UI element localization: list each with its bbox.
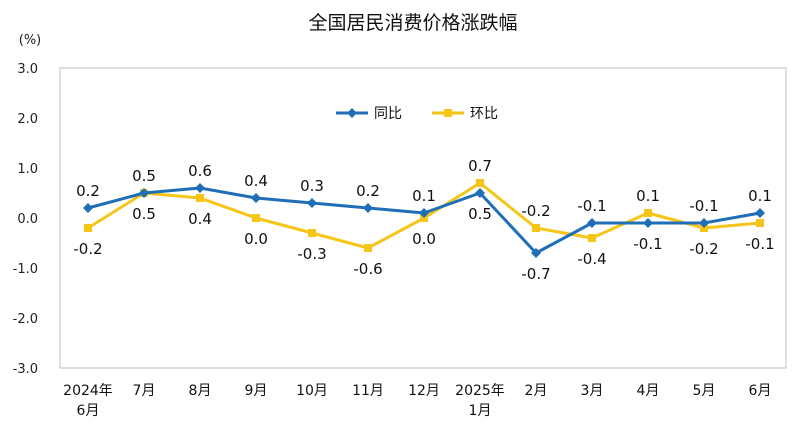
data-point xyxy=(307,198,317,208)
legend-marker xyxy=(347,108,357,118)
y-tick-label: 0.0 xyxy=(17,212,38,227)
data-point xyxy=(83,203,93,213)
x-tick-label: 6月 xyxy=(77,403,100,419)
x-tick-label: 2024年 xyxy=(63,383,113,399)
y-tick-label: 2.0 xyxy=(17,112,38,127)
data-label: -0.2 xyxy=(521,202,550,220)
data-point xyxy=(699,218,709,228)
data-label: 0.6 xyxy=(188,162,212,180)
y-tick-label: 3.0 xyxy=(17,62,38,77)
data-point xyxy=(532,224,540,232)
data-point xyxy=(588,234,596,242)
data-label: -0.1 xyxy=(577,197,606,215)
data-point xyxy=(419,208,429,218)
data-point xyxy=(251,193,261,203)
x-tick-label: 10月 xyxy=(296,383,328,399)
y-tick-label: -2.0 xyxy=(13,312,38,327)
data-point xyxy=(644,209,652,217)
data-label: -0.3 xyxy=(297,245,326,263)
data-point xyxy=(84,224,92,232)
legend-marker xyxy=(444,109,452,117)
legend-label: 同比 xyxy=(374,106,402,122)
x-tick-label: 9月 xyxy=(245,383,268,399)
x-tick-label: 1月 xyxy=(469,403,492,419)
data-label: -0.2 xyxy=(73,240,102,258)
data-label: -0.6 xyxy=(353,260,382,278)
data-point xyxy=(308,229,316,237)
x-axis: 2024年 6月 7月 8月 9月 10月 11月 12月 2025年 1月 2月 3月 4月 5月 6月 xyxy=(63,383,771,419)
legend-label: 环比 xyxy=(470,106,498,122)
x-tick-label: 12月 xyxy=(408,383,440,399)
data-point xyxy=(139,188,149,198)
x-tick-label: 11月 xyxy=(352,383,384,399)
y-tick-label: -1.0 xyxy=(13,262,38,277)
data-label: -0.1 xyxy=(633,235,662,253)
data-label: 0.0 xyxy=(412,230,436,248)
y-tick-label: 1.0 xyxy=(17,162,38,177)
x-tick-label: 7月 xyxy=(133,383,156,399)
data-label: -0.2 xyxy=(689,240,718,258)
y-axis: 3.0 2.0 1.0 0.0 -1.0 -2.0 -3.0 xyxy=(13,62,38,377)
data-label: 0.1 xyxy=(412,187,436,205)
y-tick-label: -3.0 xyxy=(13,362,38,377)
series-layer xyxy=(83,179,765,258)
data-point xyxy=(531,248,541,258)
x-tick-label: 3月 xyxy=(581,383,604,399)
data-point xyxy=(475,188,485,198)
data-point xyxy=(756,219,764,227)
data-point xyxy=(476,179,484,187)
data-point xyxy=(587,218,597,228)
chart-title: 全国居民消费价格涨跌幅 xyxy=(308,12,517,34)
data-label: -0.7 xyxy=(521,265,550,283)
plot-area-frame xyxy=(59,67,787,369)
data-label: -0.1 xyxy=(745,235,774,253)
x-tick-label: 4月 xyxy=(637,383,660,399)
data-label: 0.7 xyxy=(468,157,492,175)
data-point xyxy=(643,218,653,228)
data-label: -0.4 xyxy=(577,250,606,268)
data-label: 0.1 xyxy=(636,187,660,205)
x-tick-label: 8月 xyxy=(189,383,212,399)
y-unit-label: (%) xyxy=(19,33,42,48)
x-tick-label: 2月 xyxy=(525,383,548,399)
data-labels-layer: 0.2 0.5 0.6 0.4 0.3 0.2 0.1 0.5 -0.7 -0.1 -0.1 -0.1… xyxy=(73,157,774,283)
data-point xyxy=(364,244,372,252)
data-point xyxy=(195,183,205,193)
legend: 同比 环比 xyxy=(336,106,498,122)
data-label: 0.5 xyxy=(132,205,156,223)
x-tick-label: 6月 xyxy=(749,383,772,399)
data-label: 0.0 xyxy=(244,230,268,248)
data-label: 0.1 xyxy=(748,187,772,205)
data-label: 0.4 xyxy=(244,172,268,190)
data-label: -0.1 xyxy=(689,197,718,215)
data-label: 0.5 xyxy=(468,205,492,223)
data-label: 0.5 xyxy=(132,167,156,185)
data-point xyxy=(252,214,260,222)
data-point xyxy=(196,194,204,202)
x-tick-label: 5月 xyxy=(693,383,716,399)
data-label: 0.4 xyxy=(188,210,212,228)
data-label: 0.2 xyxy=(76,182,100,200)
data-label: 0.2 xyxy=(356,182,380,200)
data-point xyxy=(755,208,765,218)
data-point xyxy=(363,203,373,213)
data-label: 0.3 xyxy=(300,177,324,195)
x-tick-label: 2025年 xyxy=(455,383,505,399)
